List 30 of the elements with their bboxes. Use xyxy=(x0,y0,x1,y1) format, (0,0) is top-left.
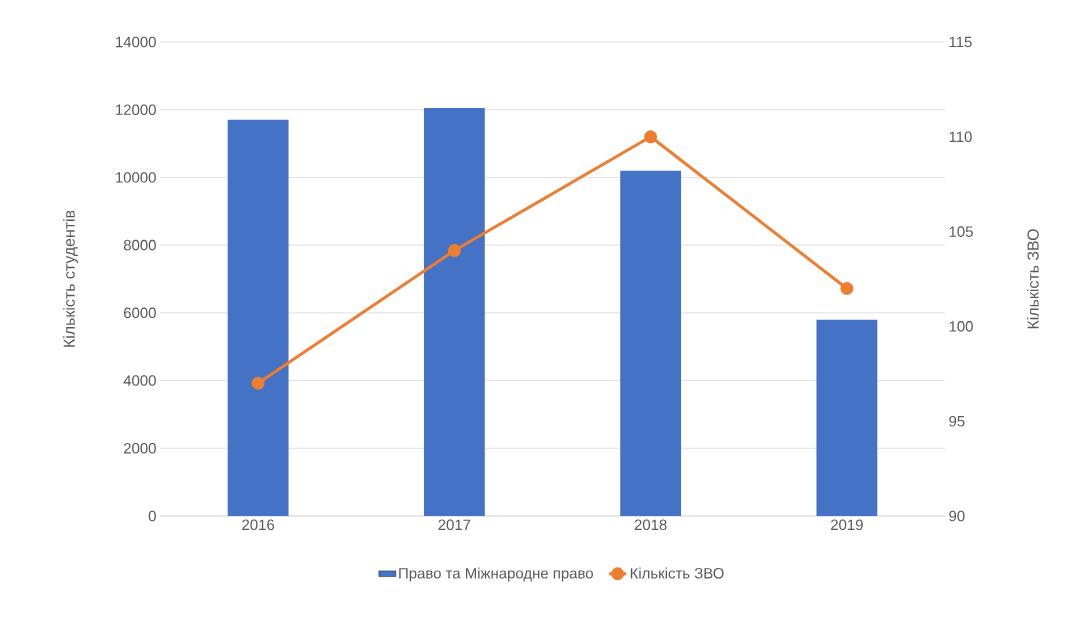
bar xyxy=(227,119,289,516)
y-tick-label: 0 xyxy=(148,510,156,522)
x-tick-label: 2018 xyxy=(634,519,667,531)
bar xyxy=(423,108,485,516)
x-tick-label: 2019 xyxy=(831,519,863,531)
y2-tick-label: 100 xyxy=(949,321,973,332)
point xyxy=(644,130,658,144)
y2-tick-label: 110 xyxy=(949,131,972,143)
bar xyxy=(816,319,878,516)
point xyxy=(840,281,854,295)
legend-label: Кількість ЗВО xyxy=(630,567,724,579)
y-tick-label: 6000 xyxy=(124,307,156,319)
y-tick-label: 4000 xyxy=(123,375,156,386)
y2-tick-label: 105 xyxy=(949,226,973,237)
y-tick-label: 8000 xyxy=(123,239,156,251)
bar xyxy=(620,170,682,516)
y2-tick-label: 115 xyxy=(949,36,972,48)
y2-tick-label: 90 xyxy=(949,510,965,522)
y-tick-label: 14000 xyxy=(116,36,156,48)
y2-tick-label: 95 xyxy=(949,415,965,427)
x-tick-label: 2017 xyxy=(438,519,471,531)
y-tick-label: 12000 xyxy=(116,104,156,115)
y-tick-label: 10000 xyxy=(116,172,156,183)
point xyxy=(447,244,461,258)
y2-axis-title: Кількість ЗВО xyxy=(1027,229,1039,329)
x-tick-label: 2016 xyxy=(242,519,275,531)
y-axis-title: Кількість студентів xyxy=(63,210,78,347)
point xyxy=(251,376,265,390)
legend-label: Право та Міжнародне право xyxy=(399,567,593,582)
y-tick-label: 2000 xyxy=(123,442,156,454)
